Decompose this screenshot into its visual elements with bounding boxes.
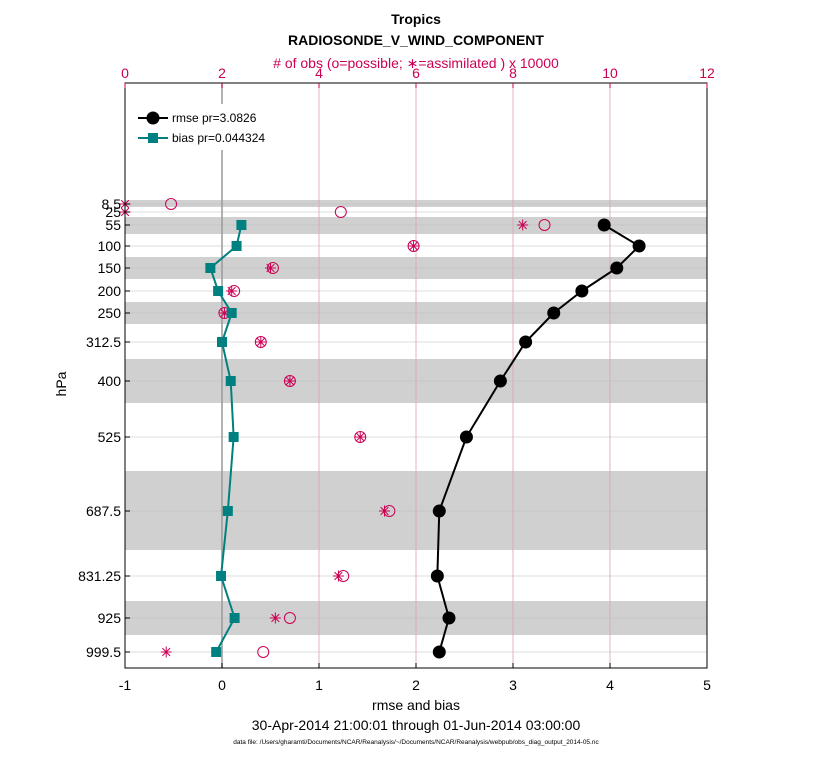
y-tick-label: 100: [98, 238, 122, 254]
bias-point: [228, 432, 239, 442]
y-tick-label: 925: [98, 610, 122, 626]
y-tick-label: 55: [105, 217, 121, 233]
obs-possible-point: [165, 198, 178, 210]
legend-marker: [148, 133, 158, 143]
bias-point: [213, 286, 224, 296]
y-tick-label: 525: [98, 429, 122, 445]
obs-possible-point: [257, 646, 270, 658]
chart-title: Tropics: [391, 11, 441, 27]
top-axis-ticks: 0 2 4 6 8 10 12: [121, 65, 715, 88]
obs-assimilated-point: [269, 612, 281, 624]
obs-possible-point: [283, 612, 296, 624]
y-tick-label: 687.5: [86, 503, 121, 519]
top-tick-label: 2: [218, 65, 226, 81]
obs-possible-point: [334, 206, 347, 218]
bias-point: [229, 613, 240, 623]
rmse-point: [432, 645, 446, 659]
top-tick-label: 8: [509, 65, 517, 81]
bias-point: [222, 506, 233, 516]
y-tick-label: 312.5: [86, 334, 121, 350]
chart-subtitle: RADIOSONDE_V_WIND_COMPONENT: [288, 32, 544, 48]
obs-assimilated-point: [226, 285, 238, 297]
obs-assimilated-point: [408, 240, 420, 252]
top-tick-label: 10: [602, 65, 618, 81]
bias-point: [226, 308, 237, 318]
rmse-point: [493, 374, 507, 388]
y-axis-label: hPa: [53, 371, 69, 396]
x-tick-label: -1: [119, 677, 132, 693]
bias-point: [205, 263, 216, 273]
obs-assimilated-point: [255, 336, 267, 348]
bias-point: [225, 376, 236, 386]
rmse-point: [632, 239, 646, 253]
obs-assimilated-point: [218, 307, 230, 319]
bottom-axis-ticks: -1 0 1 2 3 4 5: [119, 663, 711, 693]
obs-assimilated-point: [517, 219, 529, 231]
bias-point: [216, 571, 227, 581]
rmse-point: [547, 306, 561, 320]
x-tick-label: 4: [606, 677, 614, 693]
x-tick-label: 0: [218, 677, 226, 693]
x-tick-label: 5: [703, 677, 711, 693]
legend-label: rmse pr=3.0826: [172, 111, 257, 125]
x-axis-label: rmse and bias: [372, 697, 460, 713]
obs-assimilated-point: [265, 262, 276, 274]
bias-point: [236, 220, 247, 230]
y-tick-label: 8.5: [102, 196, 122, 212]
rmse-point: [459, 430, 473, 444]
obs-assimilated-point: [378, 505, 390, 517]
top-tick-label: 12: [699, 65, 715, 81]
rmse-point: [432, 504, 446, 518]
y-tick-label: 200: [98, 283, 122, 299]
rmse-point: [610, 261, 624, 275]
y-tick-label: 25: [105, 204, 121, 220]
rmse-point: [430, 569, 444, 583]
legend: rmse pr=3.0826 bias pr=0.044324: [131, 104, 303, 150]
date-range: 30-Apr-2014 21:00:01 through 01-Jun-2014…: [252, 717, 581, 733]
obs-assimilated-point: [284, 375, 296, 387]
x-tick-label: 1: [315, 677, 323, 693]
legend-label: bias pr=0.044324: [172, 131, 265, 145]
top-tick-label: 0: [121, 65, 129, 81]
rmse-point: [519, 335, 533, 349]
top-axis-label: # of obs (o=possible; ∗=assimilated ) x …: [273, 55, 559, 71]
rmse-point: [597, 218, 611, 232]
x-tick-label: 2: [412, 677, 420, 693]
series: [205, 218, 646, 659]
rmse-point: [575, 284, 589, 298]
bias-point: [217, 337, 227, 347]
bias-point: [231, 241, 242, 251]
y-tick-label: 150: [98, 260, 122, 276]
legend-box: [131, 104, 303, 150]
obs-assimilated-point: [332, 570, 344, 582]
obs-possible-point: [538, 219, 551, 231]
footnote: data file: /Users/gharamti/Documents/NCA…: [233, 739, 599, 746]
rmse-point: [442, 611, 456, 625]
bias-point: [211, 647, 222, 657]
y-tick-label: 831.25: [78, 568, 121, 584]
legend-marker: [146, 111, 160, 125]
top-tick-label: 4: [315, 65, 323, 81]
y-tick-label: 999.5: [86, 644, 121, 660]
y-tick-label: 400: [98, 373, 122, 389]
obs-assimilated-point: [160, 646, 172, 658]
x-tick-label: 3: [509, 677, 517, 693]
obs-assimilated-point: [354, 431, 366, 443]
y-tick-label: 250: [98, 305, 122, 321]
top-tick-label: 6: [412, 65, 420, 81]
